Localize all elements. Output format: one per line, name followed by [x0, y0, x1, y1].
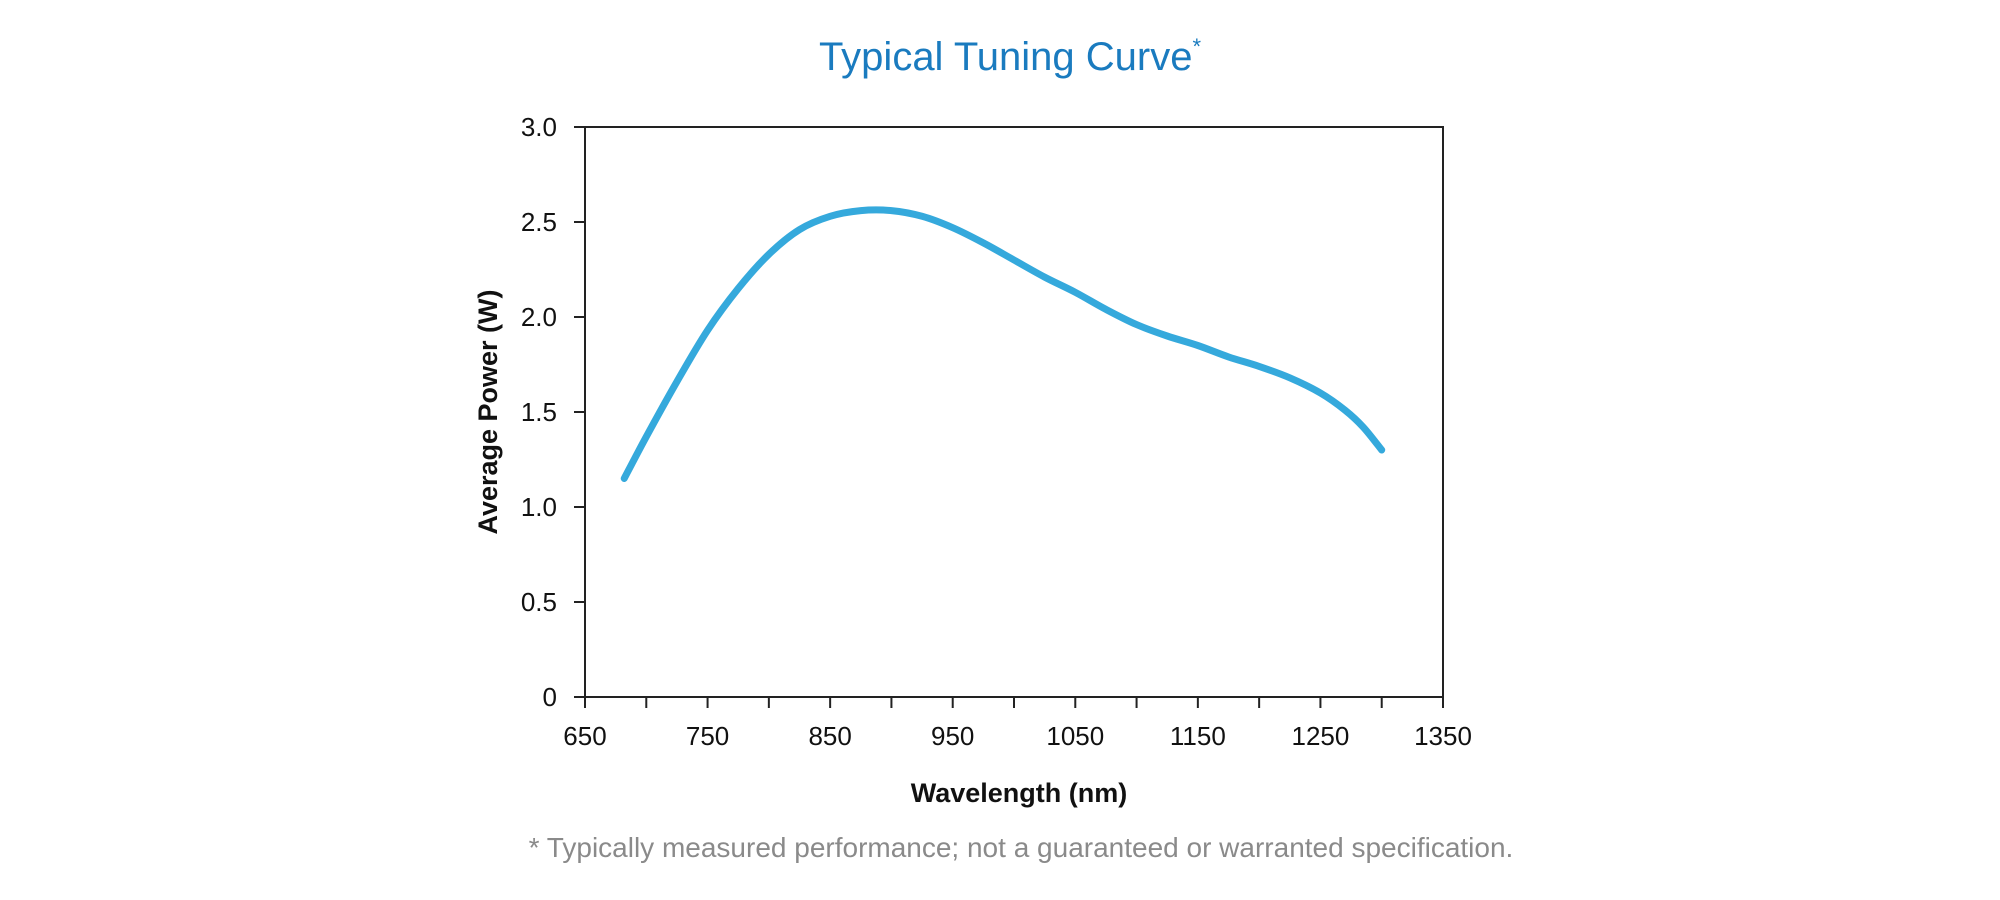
series-line-average-power [620, 206, 1386, 482]
x-tick-label: 1250 [1292, 721, 1350, 751]
x-tick-label: 1050 [1046, 721, 1104, 751]
x-axis-ticks [584, 697, 1444, 708]
y-axis-ticks [574, 126, 585, 698]
x-tick-label: 950 [931, 721, 974, 751]
x-axis-label: Wavelength (nm) [911, 778, 1128, 808]
plot-area-frame [584, 126, 1444, 698]
x-axis-tick-labels: 650 750 850 950 1050 1150 1250 1350 [563, 721, 1472, 751]
y-tick-label: 1.0 [521, 492, 557, 522]
x-tick-label: 1350 [1414, 721, 1472, 751]
y-tick-label: 2.0 [521, 302, 557, 332]
x-tick-label: 850 [808, 721, 851, 751]
x-tick-label: 1150 [1170, 721, 1226, 751]
footnote: * Typically measured performance; not a … [529, 832, 1514, 863]
y-tick-label: 2.5 [521, 207, 557, 237]
y-axis-tick-labels: 0 0.5 1.0 1.5 2.0 2.5 3.0 [521, 112, 557, 712]
chart-title: Typical Tuning Curve* [819, 34, 1202, 79]
y-tick-label: 1.5 [521, 397, 557, 427]
y-axis-label: Average Power (W) [473, 289, 503, 534]
y-tick-label: 3.0 [521, 112, 557, 142]
y-tick-label: 0.5 [521, 587, 557, 617]
x-tick-label: 650 [563, 721, 606, 751]
y-tick-label: 0 [543, 682, 557, 712]
x-tick-label: 750 [686, 721, 729, 751]
